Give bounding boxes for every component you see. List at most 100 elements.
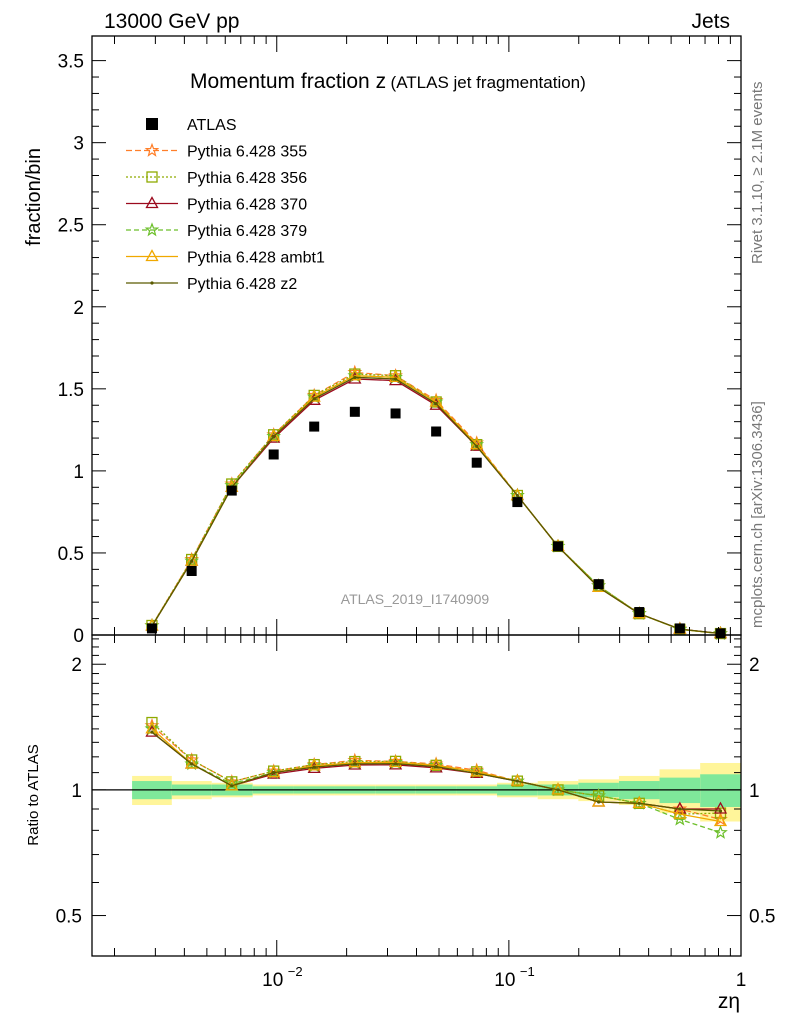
- atlas-data-point: [431, 426, 442, 437]
- ratio-point-3: [713, 824, 728, 839]
- ratio-point-3: [550, 782, 566, 797]
- legend-label-3: Pythia 6.428 370: [187, 197, 307, 214]
- chart-title: Momentum fraction z (ATLAS jet fragmenta…: [190, 70, 586, 93]
- ratio-point-0: [144, 717, 160, 732]
- ratio-point-4: [185, 756, 199, 769]
- ratio-y-tick-label: 1: [71, 781, 82, 802]
- y-tick-label: 2.5: [58, 216, 84, 237]
- series-point-5: [312, 397, 316, 401]
- series-point-4: [267, 429, 281, 442]
- atlas-data-point: [309, 421, 320, 432]
- atlas-data-point: [553, 541, 564, 552]
- ratio-point-5: [312, 765, 316, 769]
- y-tick-label: 2: [73, 298, 84, 319]
- x-tick-label: 10: [262, 970, 283, 991]
- ratio-point-3: [184, 756, 200, 771]
- y-tick-label: 3.5: [58, 52, 84, 73]
- atlas-data-point: [390, 408, 401, 419]
- ratio-point-5: [515, 779, 519, 783]
- ratio-point-3: [631, 795, 647, 810]
- ratio-y-tick-label: 0.5: [56, 907, 82, 928]
- legend-label-4: Pythia 6.428 379: [187, 223, 307, 240]
- legend-marker-4: [144, 222, 160, 237]
- series-point-3: [184, 553, 200, 568]
- series-point-5: [272, 434, 276, 439]
- side-events-text: Rivet 3.1.10, ≥ 2.1M events: [749, 82, 766, 265]
- ratio-y-tick-label: 1: [749, 781, 760, 802]
- series-point-4: [307, 389, 321, 402]
- legend-marker-0: [146, 118, 158, 130]
- ratio-point-5: [393, 762, 398, 766]
- axes-frames: 0 0.5 1 1.5 2 2.5 3 3.5 0.5 0.5 1 1 2 2 10 −2 10 −1 1: [56, 35, 775, 991]
- x-tick-label-exponent: −1: [520, 964, 535, 979]
- atlas-data-point: [226, 485, 237, 496]
- y-tick-label: 3: [73, 134, 84, 155]
- series-point-5: [434, 402, 438, 406]
- side-source-text: mcplots.cern.ch [arXiv:1306.3436]: [749, 401, 766, 628]
- ratio-y-tick-label: 2: [749, 655, 760, 676]
- ratio-y-tick-label: 0.5: [749, 907, 775, 928]
- series-point-0: [347, 364, 363, 379]
- legend-marker-1: [144, 142, 160, 157]
- ratio-point-3: [510, 773, 525, 788]
- header-left: 13000 GeV pp: [104, 10, 239, 33]
- ratio-point-5: [150, 730, 154, 734]
- atlas-data-point: [512, 497, 523, 508]
- ratio-point-4: [713, 814, 728, 827]
- x-tick-label: 1: [736, 970, 747, 991]
- atlas-data-point: [593, 579, 604, 590]
- atlas-data-point: [268, 449, 279, 460]
- ratio-point-4: [632, 795, 646, 808]
- ratio-point-5: [475, 771, 479, 775]
- chart-title-main: Momentum fraction z: [190, 70, 386, 93]
- ratio-point-5: [718, 809, 723, 813]
- atlas-data-point: [634, 607, 645, 618]
- ratio-y-axis-label: Ratio to ATLAS: [25, 744, 42, 845]
- series-point-5: [475, 444, 479, 448]
- legend-marker-3: [145, 196, 159, 209]
- chart-title-suffix: (ATLAS jet fragmentation): [391, 73, 586, 92]
- y-tick-label: 0.5: [58, 544, 84, 565]
- ratio-point-5: [230, 784, 234, 788]
- ratio-point-5: [353, 762, 357, 766]
- atlas-data-point: [471, 457, 482, 468]
- x-tick-label-exponent: −2: [288, 964, 303, 979]
- ratio-point-2: [713, 801, 728, 814]
- analysis-watermark: ATLAS_2019_I1740909: [341, 591, 490, 607]
- ratio-point-5: [678, 807, 682, 811]
- ratio-point-4: [429, 757, 443, 770]
- ratio-point-4: [388, 755, 403, 768]
- y-tick-label: 1: [73, 462, 84, 483]
- atlas-data-point: [674, 623, 685, 634]
- atlas-data-point: [715, 628, 726, 639]
- ratio-panel-content: [144, 716, 728, 839]
- ratio-point-4: [470, 764, 484, 777]
- y-tick-label: 0: [73, 626, 84, 647]
- legend-label-2: Pythia 6.428 356: [187, 170, 307, 187]
- ratio-point-5: [434, 765, 438, 769]
- header-right: Jets: [691, 10, 730, 33]
- series-point-4: [185, 553, 199, 566]
- series-point-4: [388, 369, 403, 382]
- series-point-4: [429, 394, 443, 407]
- atlas-data-point: [349, 406, 360, 417]
- atlas-data-point: [186, 565, 197, 576]
- series-point-5: [353, 375, 357, 379]
- ratio-point-5: [597, 800, 601, 804]
- y-axis-label: fraction/bin: [23, 148, 45, 246]
- atlas-data-point: [146, 623, 157, 634]
- ratio-point-4: [307, 758, 321, 771]
- ratio-point-4: [348, 755, 362, 768]
- series-point-5: [190, 559, 194, 563]
- x-axis-label: zη: [718, 990, 740, 1013]
- series-point-3: [266, 428, 282, 443]
- ratio-band-inner: [700, 774, 741, 807]
- y-tick-label: 1.5: [58, 380, 84, 401]
- x-tick-label: 10: [494, 970, 515, 991]
- ratio-y-tick-label: 2: [71, 655, 82, 676]
- ratio-point-1: [146, 716, 158, 729]
- ratio-point-0: [672, 801, 688, 816]
- ratio-point-4: [673, 806, 687, 819]
- legend-marker-5: [145, 249, 159, 262]
- main-panel-content: [144, 364, 728, 641]
